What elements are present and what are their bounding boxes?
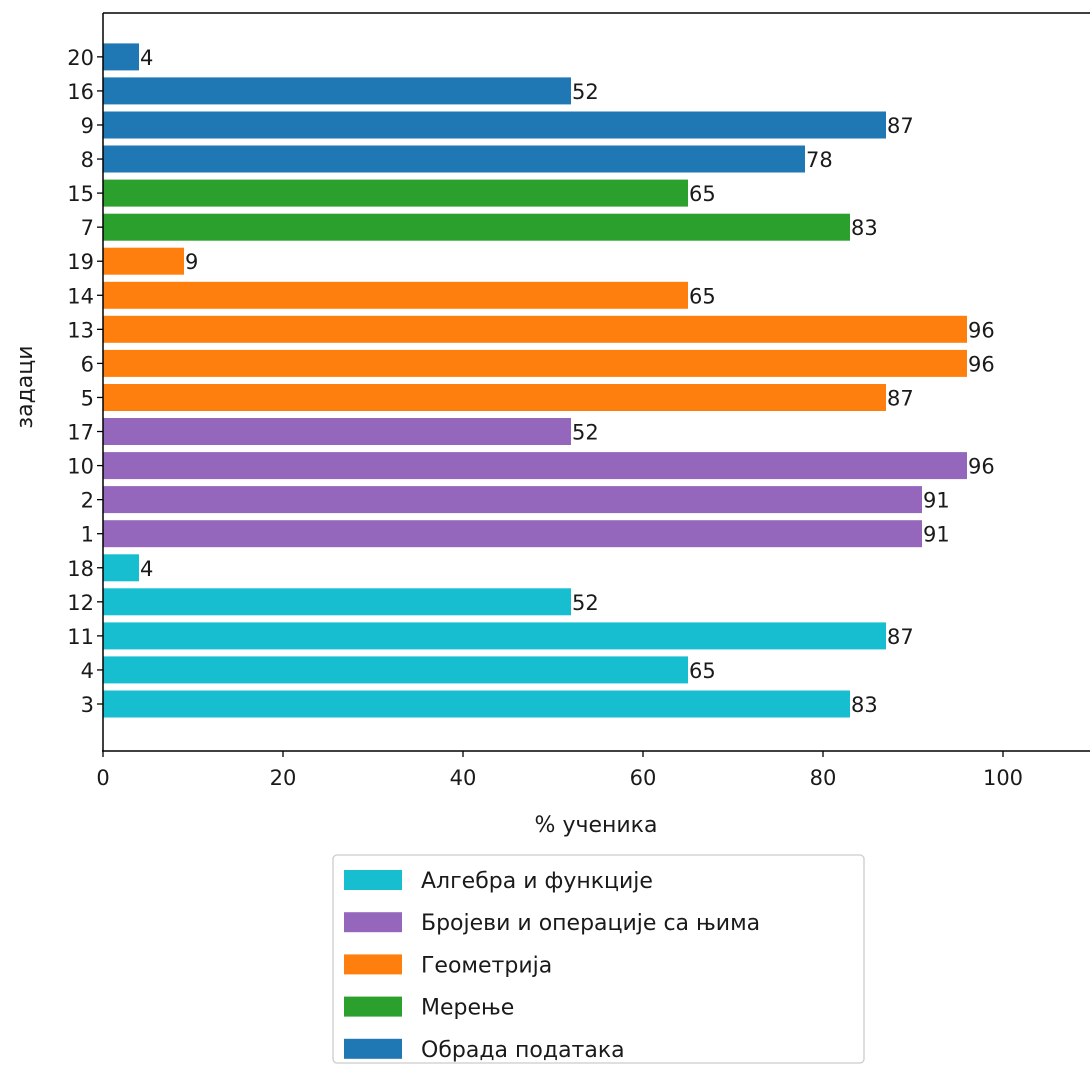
bar-task-12 bbox=[103, 588, 571, 616]
bar-task-14 bbox=[103, 281, 688, 309]
legend-frame bbox=[332, 854, 865, 1064]
y-tick-label-15: 15 bbox=[67, 182, 94, 206]
x-tick-label-40: 40 bbox=[450, 766, 477, 790]
bar-task-17 bbox=[103, 418, 571, 445]
data-label-task-18: 4 bbox=[140, 557, 153, 581]
y-tick-label-11: 11 bbox=[67, 625, 94, 649]
bar-task-4 bbox=[103, 656, 688, 684]
data-label-task-19: 9 bbox=[185, 250, 198, 274]
x-tick-label-100: 100 bbox=[983, 766, 1023, 790]
y-tick-label-5: 5 bbox=[81, 387, 94, 411]
y-tick-label-13: 13 bbox=[67, 318, 94, 342]
y-tick-label-12: 12 bbox=[67, 591, 94, 615]
y-tick-label-19: 19 bbox=[67, 250, 94, 274]
bar-task-19 bbox=[103, 247, 184, 275]
legend-label: Алгебра и функције bbox=[421, 869, 653, 894]
bar-task-13 bbox=[103, 315, 967, 343]
x-tick-label-0: 0 bbox=[96, 766, 109, 790]
legend-label: Бројеви и операције са њима bbox=[421, 911, 760, 936]
bar-task-11 bbox=[103, 622, 886, 650]
bar-task-3 bbox=[103, 690, 850, 718]
data-label-task-13: 96 bbox=[968, 318, 995, 342]
data-label-task-12: 52 bbox=[572, 591, 599, 615]
data-label-task-3: 83 bbox=[851, 693, 878, 717]
data-label-task-17: 52 bbox=[572, 421, 599, 445]
data-label-task-4: 65 bbox=[689, 659, 716, 683]
data-labels-layer: 83 65 87 52 4 91 91 96 52 87 96 96 65 9 83 65 78 87 52 4 bbox=[140, 46, 995, 717]
bar-task-5 bbox=[103, 384, 886, 411]
y-tick-label-2: 2 bbox=[81, 489, 94, 513]
y-tick-label-4: 4 bbox=[81, 659, 94, 683]
legend-swatch bbox=[344, 954, 402, 975]
y-tick-label-1: 1 bbox=[81, 523, 94, 547]
y-tick-label-6: 6 bbox=[81, 352, 94, 376]
data-label-task-14: 65 bbox=[689, 284, 716, 308]
y-tick-label-20: 20 bbox=[67, 46, 94, 70]
legend: Алгебра и функције Бројеви и операције са… bbox=[332, 854, 865, 1064]
data-label-task-6: 96 bbox=[968, 352, 995, 376]
y-tick-label-16: 16 bbox=[67, 80, 94, 104]
y-tick-label-18: 18 bbox=[67, 557, 94, 581]
bar-task-18 bbox=[103, 554, 139, 582]
bar-task-7 bbox=[103, 213, 850, 241]
y-tick-label-10: 10 bbox=[67, 455, 94, 479]
x-tick-label-20: 20 bbox=[270, 766, 297, 790]
y-tick-label-14: 14 bbox=[67, 284, 94, 308]
y-tick-label-7: 7 bbox=[81, 216, 94, 240]
bar-task-1 bbox=[103, 520, 922, 548]
bar-task-20 bbox=[103, 43, 139, 71]
data-label-task-5: 87 bbox=[887, 387, 914, 411]
y-tick-label-3: 3 bbox=[81, 693, 94, 717]
bar-task-9 bbox=[103, 111, 886, 139]
x-tick-label-80: 80 bbox=[810, 766, 837, 790]
legend-swatch bbox=[344, 1038, 402, 1059]
legend-swatch bbox=[344, 996, 402, 1017]
data-label-task-20: 4 bbox=[140, 46, 153, 70]
x-tick-label-60: 60 bbox=[630, 766, 657, 790]
bar-task-16 bbox=[103, 77, 571, 105]
bar-task-10 bbox=[103, 452, 967, 480]
y-axis-title: задаци bbox=[13, 345, 38, 428]
legend-label: Мерење bbox=[421, 996, 514, 1021]
legend-label: Обрада података bbox=[421, 1038, 625, 1063]
x-axis-title: % ученика bbox=[535, 813, 658, 838]
data-label-task-1: 91 bbox=[923, 523, 950, 547]
data-label-task-11: 87 bbox=[887, 625, 914, 649]
data-label-task-2: 91 bbox=[923, 489, 950, 513]
y-tick-label-17: 17 bbox=[67, 421, 94, 445]
data-label-task-10: 96 bbox=[968, 455, 995, 479]
legend-label: Геометрија bbox=[421, 953, 552, 978]
bar-task-8 bbox=[103, 145, 805, 173]
data-label-task-16: 52 bbox=[572, 80, 599, 104]
bars-layer bbox=[103, 43, 967, 718]
bar-task-15 bbox=[103, 179, 688, 207]
data-label-task-8: 78 bbox=[806, 148, 833, 172]
bar-task-2 bbox=[103, 486, 922, 514]
legend-swatch bbox=[344, 912, 402, 933]
legend-swatch bbox=[344, 870, 402, 890]
data-label-task-9: 87 bbox=[887, 114, 914, 138]
y-tick-label-9: 9 bbox=[81, 114, 94, 138]
y-tick-label-8: 8 bbox=[81, 148, 94, 172]
bar-task-6 bbox=[103, 349, 967, 377]
data-label-task-15: 65 bbox=[689, 182, 716, 206]
data-label-task-7: 83 bbox=[851, 216, 878, 240]
